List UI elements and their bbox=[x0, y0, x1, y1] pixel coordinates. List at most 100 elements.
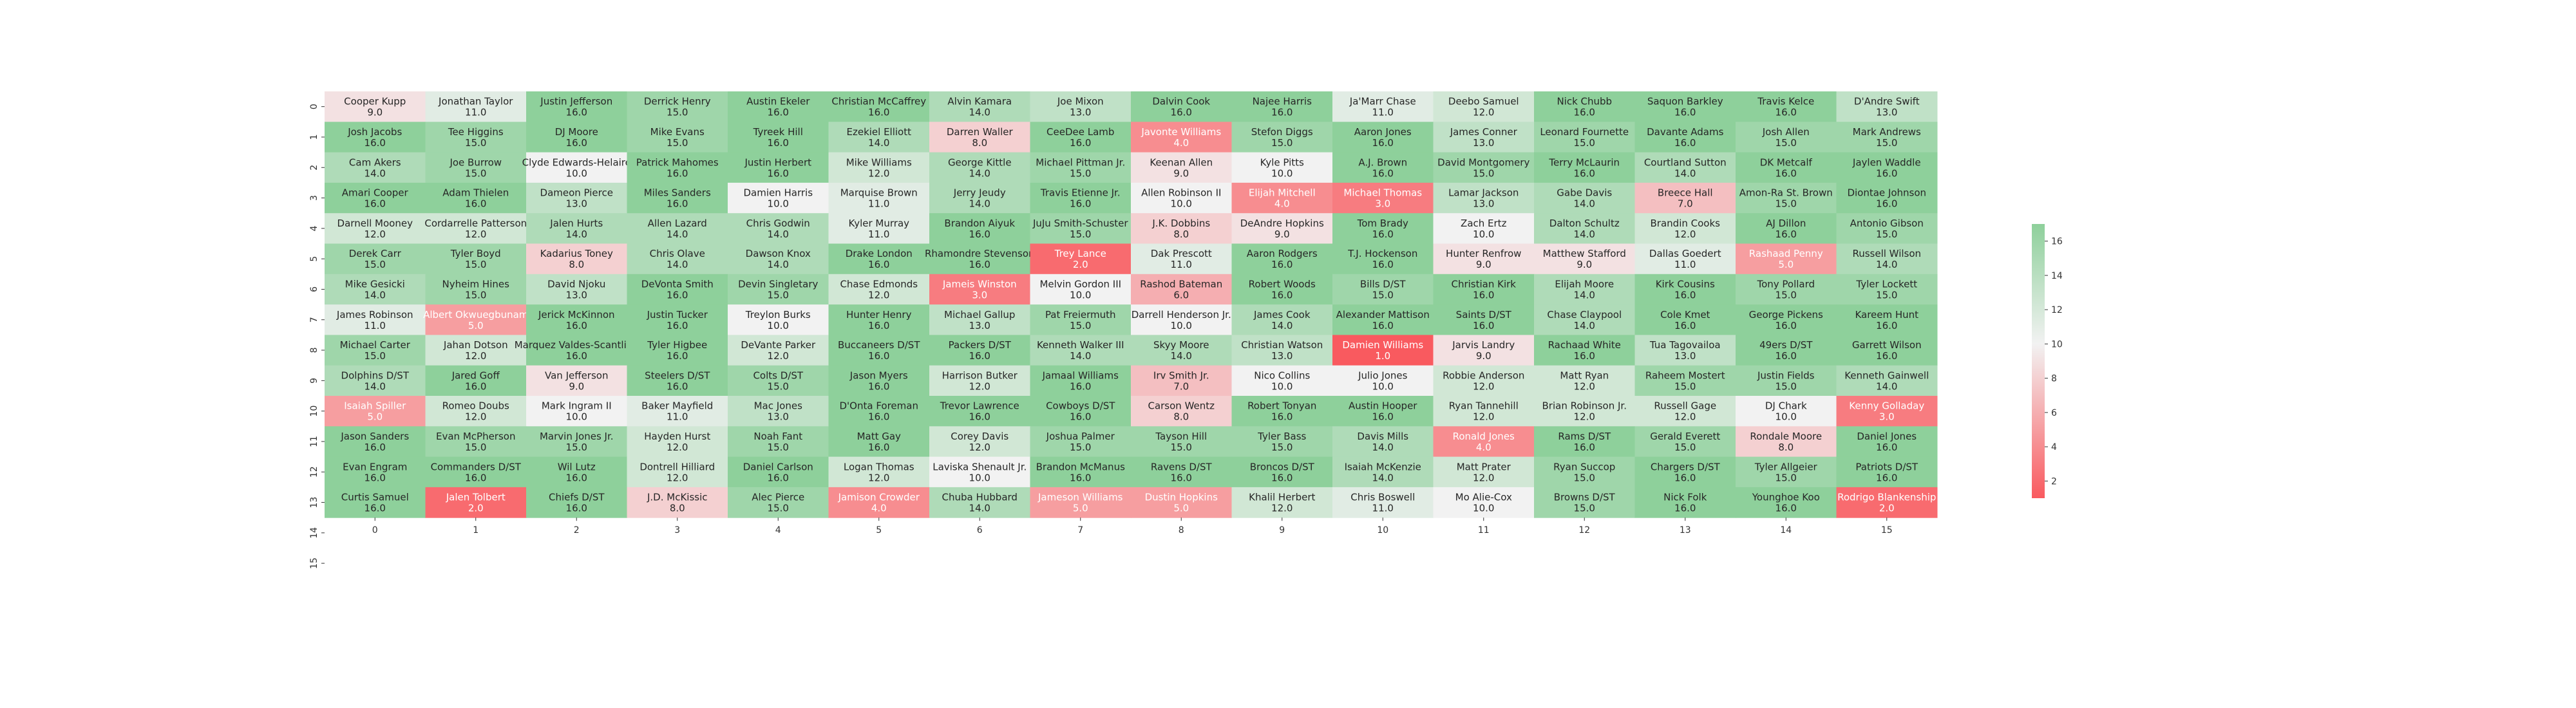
cell-value: 14.0 bbox=[969, 167, 990, 179]
heatmap-cell bbox=[325, 304, 426, 335]
cell-player-name: Saquon Barkley bbox=[1647, 96, 1723, 107]
cell-value: 15.0 bbox=[1574, 503, 1595, 514]
heatmap-cell bbox=[728, 91, 829, 122]
cell-value: 7.0 bbox=[1173, 380, 1189, 392]
cell-value: 10.0 bbox=[566, 167, 587, 179]
heatmap-cell bbox=[1836, 213, 1938, 244]
cell-value: 16.0 bbox=[1271, 107, 1293, 118]
cell-value: 16.0 bbox=[1776, 503, 1797, 514]
cell-player-name: Zach Ertz bbox=[1461, 218, 1507, 229]
colorbar-tick-label: 10 bbox=[2051, 339, 2063, 349]
cell-value: 16.0 bbox=[768, 107, 789, 118]
cell-player-name: Michael Carter bbox=[340, 339, 411, 351]
heatmap-cell bbox=[1131, 487, 1232, 518]
heatmap-cell bbox=[1634, 122, 1736, 153]
cell-player-name: Colts D/ST bbox=[753, 369, 803, 381]
cell-value: 16.0 bbox=[768, 167, 789, 179]
cell-value: 15.0 bbox=[1674, 442, 1696, 453]
cell-value: 3.0 bbox=[1375, 198, 1390, 210]
cell-player-name: Trey Lance bbox=[1054, 248, 1106, 259]
cell-value: 16.0 bbox=[868, 411, 889, 423]
cell-player-name: Tony Pollard bbox=[1756, 278, 1815, 290]
heatmap-cell bbox=[627, 213, 728, 244]
cell-player-name: Adam Thielen bbox=[442, 187, 509, 199]
cell-value: 16.0 bbox=[1271, 411, 1293, 423]
cell-value: 10.0 bbox=[1271, 167, 1293, 179]
cell-value: 12.0 bbox=[768, 350, 789, 362]
heatmap-cell bbox=[325, 487, 426, 518]
heatmap-cell bbox=[425, 426, 527, 458]
cell-player-name: Jamaal Williams bbox=[1042, 369, 1119, 381]
cell-player-name: Tom Brady bbox=[1357, 218, 1408, 229]
cell-player-name: Hayden Hurst bbox=[644, 431, 710, 442]
cell-value: 16.0 bbox=[1473, 289, 1494, 301]
cell-value: 16.0 bbox=[1876, 198, 1897, 210]
cell-player-name: Brandin Cooks bbox=[1651, 218, 1721, 229]
heatmap-cell bbox=[1030, 304, 1132, 335]
cell-value: 15.0 bbox=[1070, 167, 1091, 179]
cell-player-name: J.K. Dobbins bbox=[1151, 218, 1210, 229]
heatmap-cell bbox=[728, 274, 829, 305]
heatmap-cell bbox=[1836, 182, 1938, 214]
cell-player-name: Rodrigo Blankenship bbox=[1837, 492, 1936, 503]
cell-player-name: Brandon Aiyuk bbox=[944, 218, 1015, 229]
cell-player-name: Matt Gay bbox=[857, 431, 901, 442]
heatmap-cell bbox=[1736, 152, 1837, 183]
heatmap-cell bbox=[828, 304, 930, 335]
cell-player-name: Nick Folk bbox=[1663, 492, 1707, 503]
heatmap-cell bbox=[728, 365, 829, 396]
heatmap-cell bbox=[1332, 304, 1434, 335]
heatmap-cell bbox=[1433, 456, 1535, 488]
cell-player-name: Damien Harris bbox=[743, 187, 813, 199]
heatmap-cell bbox=[1433, 365, 1535, 396]
cell-value: 13.0 bbox=[1271, 350, 1293, 362]
heatmap-cell bbox=[325, 456, 426, 488]
cell-value: 12.0 bbox=[1473, 107, 1494, 118]
heatmap-cell bbox=[1634, 274, 1736, 305]
heatmap-cell bbox=[425, 304, 527, 335]
cell-player-name: Jamison Crowder bbox=[838, 492, 920, 503]
cell-value: 14.0 bbox=[1574, 228, 1595, 240]
cell-player-name: Chiefs D/ST bbox=[549, 492, 605, 503]
cell-value: 16.0 bbox=[969, 411, 990, 423]
heatmap-cell bbox=[728, 396, 829, 427]
cell-value: 16.0 bbox=[1674, 503, 1696, 514]
cell-player-name: Gerald Everett bbox=[1650, 431, 1720, 442]
cell-player-name: Elijah Moore bbox=[1555, 278, 1614, 290]
heatmap-cell bbox=[1231, 365, 1333, 396]
heatmap-cell bbox=[929, 274, 1030, 305]
cell-value: 8.0 bbox=[569, 259, 584, 270]
cell-player-name: Joshua Palmer bbox=[1046, 431, 1115, 442]
heatmap-cell bbox=[1534, 122, 1635, 153]
heatmap-cell bbox=[1433, 152, 1535, 183]
cell-value: 14.0 bbox=[1574, 289, 1595, 301]
cell-value: 16.0 bbox=[868, 442, 889, 453]
cell-value: 16.0 bbox=[1776, 350, 1797, 362]
cell-value: 12.0 bbox=[1473, 380, 1494, 392]
y-tick-label: 7 bbox=[309, 317, 319, 322]
heatmap-cell bbox=[728, 426, 829, 458]
cell-player-name: Russell Gage bbox=[1654, 400, 1716, 412]
heatmap-cell bbox=[1836, 152, 1938, 183]
cell-player-name: James Cook bbox=[1253, 309, 1311, 321]
heatmap-cell bbox=[526, 243, 627, 275]
cell-player-name: Elijah Mitchell bbox=[1249, 187, 1316, 199]
cell-value: 11.0 bbox=[1372, 107, 1394, 118]
heatmap-cell bbox=[1836, 365, 1938, 396]
cell-value: 14.0 bbox=[667, 228, 688, 240]
heatmap-cell bbox=[627, 304, 728, 335]
cell-player-name: Khalil Herbert bbox=[1249, 492, 1315, 503]
cell-player-name: T.J. Hockenson bbox=[1347, 248, 1417, 259]
cell-value: 11.0 bbox=[465, 107, 486, 118]
cell-player-name: Chris Godwin bbox=[746, 218, 810, 229]
heatmap-cell bbox=[627, 365, 728, 396]
cell-value: 14.0 bbox=[1171, 350, 1192, 362]
heatmap-cell bbox=[929, 335, 1030, 366]
cell-value: 14.0 bbox=[566, 228, 587, 240]
cell-value: 14.0 bbox=[969, 198, 990, 210]
cell-value: 16.0 bbox=[667, 320, 688, 331]
cell-player-name: Buccaneers D/ST bbox=[838, 339, 920, 351]
cell-player-name: Christian Kirk bbox=[1451, 278, 1516, 290]
heatmap-cell bbox=[1030, 335, 1132, 366]
cell-player-name: Younghoe Koo bbox=[1752, 492, 1820, 503]
